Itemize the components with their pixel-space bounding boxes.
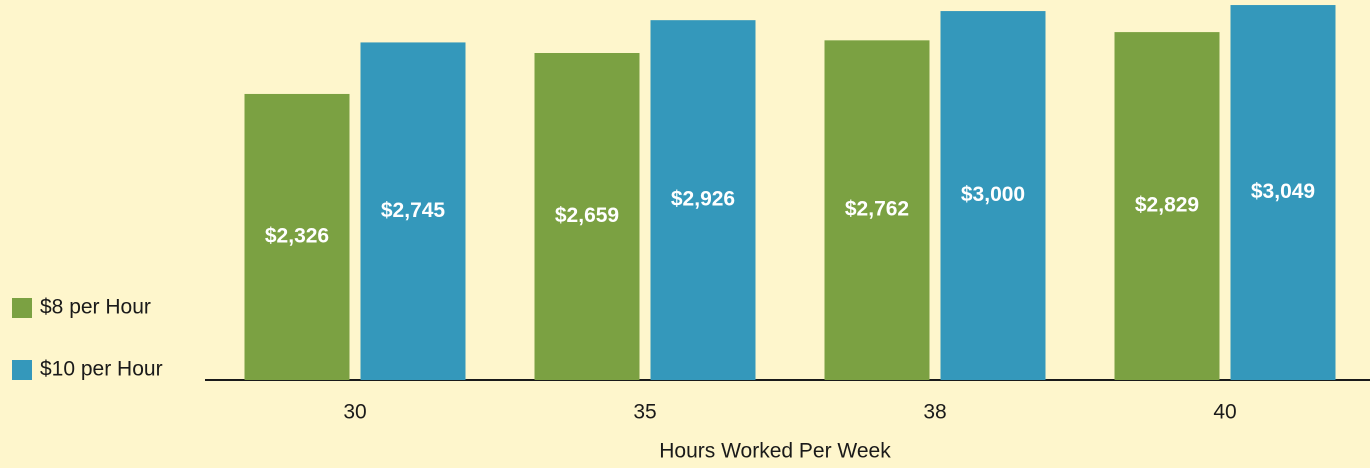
legend-label: $8 per Hour (40, 296, 151, 319)
value-label: $2,762 (845, 198, 909, 221)
bar (534, 53, 640, 380)
legend-swatch (12, 360, 32, 380)
x-tick-label: 35 (633, 401, 656, 424)
bar (824, 40, 930, 380)
value-label: $2,659 (555, 204, 619, 227)
legend-label: $10 per Hour (40, 358, 163, 381)
value-label: $2,745 (381, 199, 446, 222)
bar (1114, 32, 1220, 381)
x-tick-label: 38 (923, 401, 946, 424)
legend-swatch (12, 298, 32, 318)
bar (940, 11, 1046, 380)
bar (1230, 5, 1336, 380)
x-axis-title: Hours Worked Per Week (659, 440, 891, 463)
value-label: $2,829 (1135, 194, 1199, 217)
value-label: $3,000 (961, 183, 1025, 206)
value-label: $3,049 (1251, 180, 1315, 203)
value-label: $2,326 (265, 225, 329, 248)
bar (650, 20, 756, 381)
bar (360, 42, 466, 380)
x-tick-label: 40 (1213, 401, 1236, 424)
value-label: $2,926 (671, 188, 735, 211)
x-tick-label: 30 (343, 401, 366, 424)
bar (244, 93, 350, 381)
